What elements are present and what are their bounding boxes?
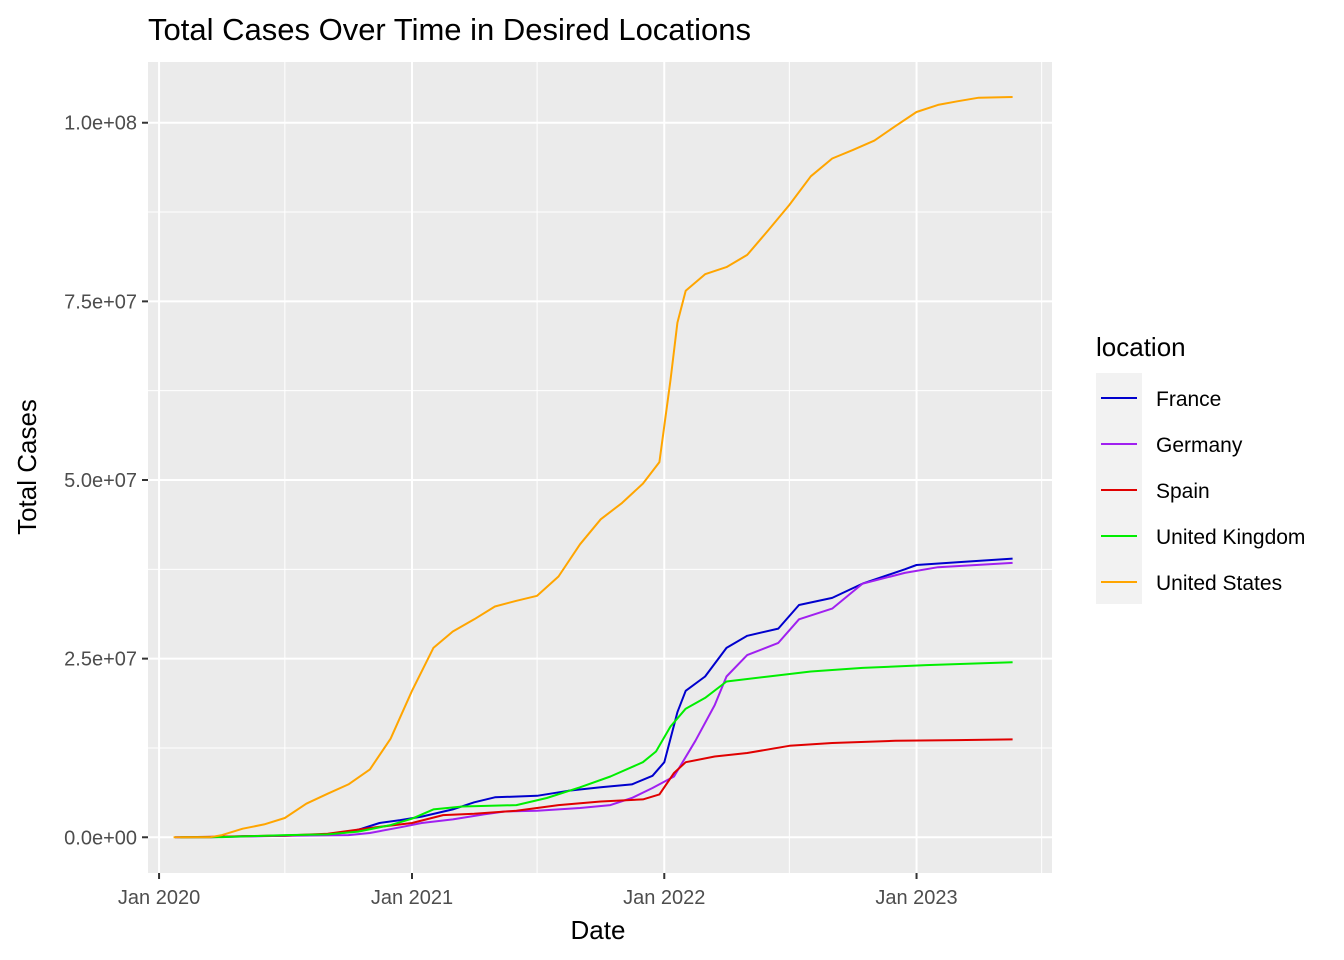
x-axis-title: Date xyxy=(571,915,626,945)
series-line-spain xyxy=(180,738,1013,839)
series-line-germany xyxy=(176,561,1013,839)
grid-major xyxy=(148,62,1052,873)
x-tick-label: Jan 2023 xyxy=(875,887,957,909)
x-tick-label: Jan 2020 xyxy=(118,887,200,909)
legend: location France Germany Spain United Kingdo… xyxy=(1096,332,1305,604)
x-axis: Jan 2020 Jan 2021 Jan 2022 Jan 2023 xyxy=(118,873,958,909)
legend-label-germany: Germany xyxy=(1156,434,1243,457)
y-tick-label: 5.0e+07 xyxy=(64,470,137,492)
legend-title: location xyxy=(1096,332,1186,362)
y-axis-title: Total Cases xyxy=(12,399,42,535)
legend-label-united-states: United States xyxy=(1156,572,1282,595)
plot-panel xyxy=(148,62,1052,873)
chart-title: Total Cases Over Time in Desired Locatio… xyxy=(148,12,751,47)
x-tick-label: Jan 2022 xyxy=(623,887,705,909)
legend-label-france: France xyxy=(1156,388,1221,411)
series-line-united-kingdom xyxy=(179,661,1013,839)
series-line-united-states xyxy=(173,96,1013,839)
x-tick-label: Jan 2021 xyxy=(371,887,453,909)
y-tick-label: 7.5e+07 xyxy=(64,291,137,313)
legend-label-united-kingdom: United Kingdom xyxy=(1156,526,1305,549)
y-axis: 0.0e+00 2.5e+07 5.0e+07 7.5e+07 1.0e+08 xyxy=(64,113,148,849)
legend-label-spain: Spain xyxy=(1156,480,1210,503)
y-tick-label: 2.5e+07 xyxy=(64,649,137,671)
y-tick-label: 1.0e+08 xyxy=(64,113,137,135)
series-lines xyxy=(173,96,1013,839)
y-tick-label: 0.0e+00 xyxy=(64,827,137,849)
grid-minor xyxy=(148,62,1052,873)
legend-key-background xyxy=(1096,373,1142,604)
